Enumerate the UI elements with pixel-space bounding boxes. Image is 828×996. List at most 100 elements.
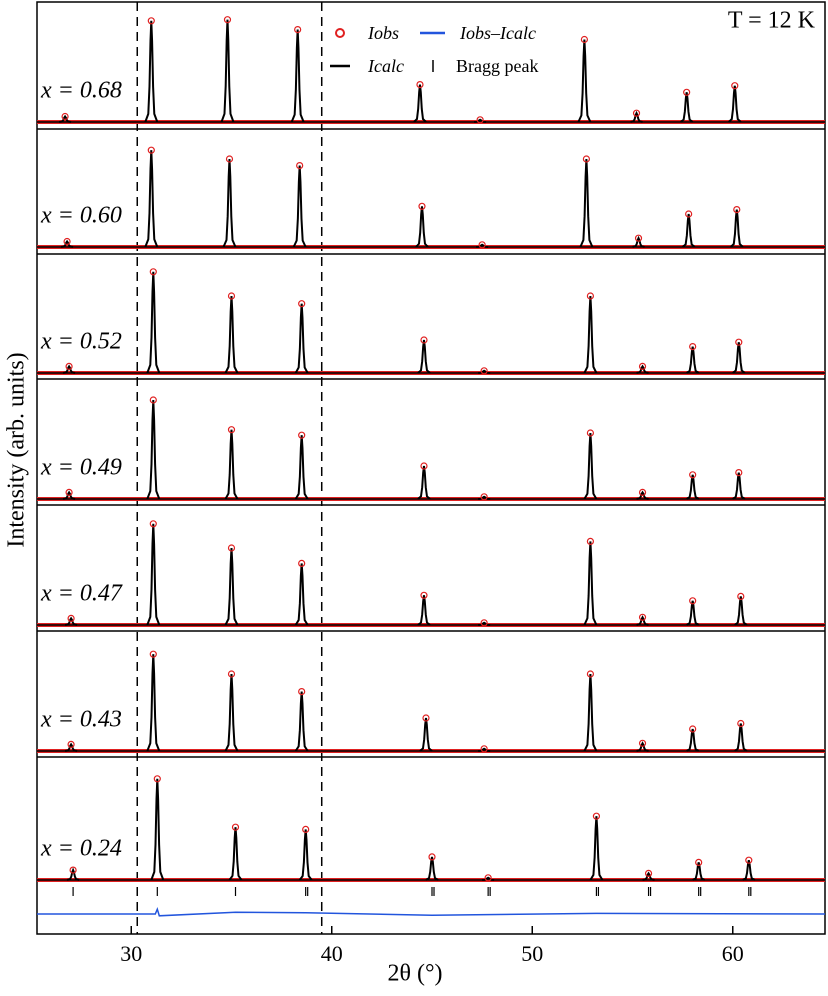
obs-peak bbox=[227, 292, 236, 300]
pattern-label: x = 0.49 bbox=[40, 455, 122, 481]
calc-peak bbox=[62, 364, 76, 374]
calc-peak bbox=[294, 691, 309, 752]
legend-bragg-label: Bragg peak bbox=[456, 56, 538, 76]
obs-peak bbox=[632, 109, 641, 117]
obs-peak bbox=[428, 853, 436, 861]
calc-peak bbox=[728, 85, 742, 123]
obs-peak bbox=[65, 488, 73, 496]
calc-peak bbox=[146, 523, 161, 626]
obs-peak bbox=[478, 241, 486, 249]
calc-peak bbox=[146, 654, 161, 752]
obs-peak bbox=[416, 80, 424, 89]
obs-peak bbox=[227, 670, 236, 678]
obs-peak bbox=[67, 614, 75, 623]
calc-peak bbox=[579, 158, 594, 248]
calc-peak bbox=[734, 596, 748, 626]
difference-curve bbox=[37, 906, 826, 917]
obs-peak bbox=[586, 670, 595, 678]
calc-peak bbox=[417, 339, 431, 374]
obs-peak bbox=[480, 367, 488, 375]
obs-peak bbox=[484, 874, 492, 882]
obs-peak bbox=[302, 825, 310, 834]
obs-peak bbox=[420, 462, 428, 470]
calc-peak bbox=[144, 150, 159, 248]
calc-peak bbox=[419, 717, 433, 752]
calc-peak bbox=[146, 271, 161, 374]
obs-peak bbox=[147, 146, 155, 154]
pattern-label: x = 0.47 bbox=[40, 581, 123, 607]
calc-peak bbox=[417, 595, 431, 626]
obs-peak bbox=[689, 597, 697, 605]
obs-peak bbox=[735, 338, 743, 346]
obs-peak bbox=[689, 471, 697, 479]
calc-peak bbox=[292, 165, 307, 248]
obs-peak bbox=[735, 469, 743, 477]
calc-peak bbox=[298, 829, 313, 881]
obs-peak bbox=[296, 162, 304, 170]
calc-peak bbox=[732, 342, 746, 374]
calc-peak bbox=[220, 19, 235, 123]
obs-peak bbox=[420, 336, 428, 344]
calc-peak bbox=[64, 616, 78, 626]
calc-peak bbox=[734, 723, 748, 752]
pattern-label: x = 0.60 bbox=[40, 203, 122, 229]
obs-peak bbox=[689, 343, 697, 351]
obs-peak bbox=[298, 431, 306, 439]
obs-peak bbox=[480, 619, 488, 627]
legend-calc-label: Icalc bbox=[367, 56, 404, 76]
calc-peak bbox=[686, 474, 700, 500]
calc-peak bbox=[577, 39, 592, 123]
obs-peak bbox=[149, 520, 157, 528]
obs-peak bbox=[298, 559, 306, 568]
pattern-label: x = 0.68 bbox=[40, 78, 122, 104]
x-tick-label: 60 bbox=[722, 941, 744, 966]
calc-peak bbox=[415, 206, 429, 248]
calc-peak bbox=[686, 346, 700, 374]
calc-peak bbox=[294, 303, 309, 374]
obs-peak bbox=[153, 775, 161, 783]
calc-peak bbox=[681, 213, 696, 248]
calc-peak bbox=[222, 158, 237, 248]
calc-peak bbox=[730, 209, 744, 248]
calc-peak bbox=[583, 541, 598, 626]
x-tick-label: 50 bbox=[521, 941, 543, 966]
obs-peak bbox=[737, 719, 745, 728]
obs-peak bbox=[227, 426, 236, 434]
obs-peak bbox=[231, 823, 240, 831]
calc-peak bbox=[60, 239, 74, 248]
obs-peak bbox=[586, 429, 595, 437]
calc-peak bbox=[583, 432, 598, 500]
calc-peak bbox=[636, 615, 649, 626]
obs-peak bbox=[683, 88, 691, 96]
calc-peak bbox=[146, 399, 161, 500]
obs-peak bbox=[422, 714, 430, 722]
obs-peak bbox=[480, 745, 488, 753]
obs-peak bbox=[298, 300, 306, 308]
obs-peak bbox=[480, 493, 488, 501]
obs-peak bbox=[227, 544, 236, 552]
calc-peak bbox=[680, 92, 694, 123]
y-axis-label: Intensity (arb. units) bbox=[4, 352, 30, 547]
calc-peak bbox=[224, 429, 239, 500]
obs-peak bbox=[685, 210, 693, 218]
obs-peak bbox=[638, 613, 647, 621]
pattern-label: x = 0.24 bbox=[40, 836, 122, 862]
calc-peak bbox=[732, 472, 746, 500]
obs-peak bbox=[294, 26, 302, 34]
calc-peak bbox=[686, 728, 700, 752]
calc-peak bbox=[294, 563, 309, 626]
obs-peak bbox=[586, 537, 595, 546]
x-tick-label: 30 bbox=[120, 941, 142, 966]
calc-peak bbox=[692, 862, 706, 881]
obs-peak bbox=[61, 112, 69, 121]
calc-peak bbox=[224, 673, 239, 752]
calc-peak bbox=[686, 600, 700, 626]
legend-obs-label: Iobs bbox=[367, 23, 399, 43]
obs-peak bbox=[644, 869, 653, 878]
obs-peak bbox=[67, 740, 75, 749]
calc-peak bbox=[58, 114, 72, 123]
calc-peak bbox=[224, 295, 239, 374]
obs-peak bbox=[149, 396, 157, 404]
x-axis-label: 2θ (°) bbox=[387, 961, 442, 987]
